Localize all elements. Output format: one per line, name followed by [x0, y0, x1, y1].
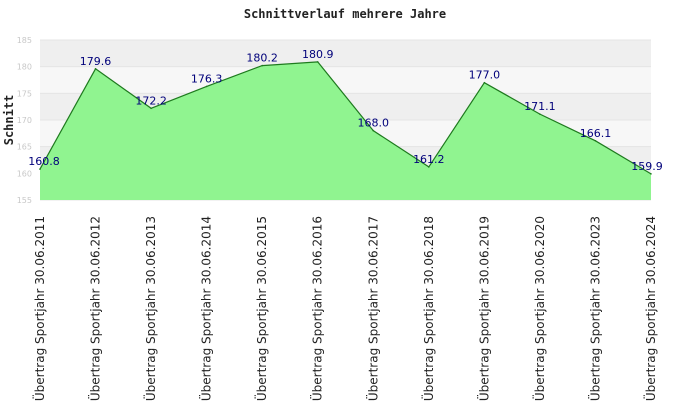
x-tick-label: Übertrag Sportjahr 30.06.2018: [420, 216, 436, 401]
grid-band: [40, 40, 651, 67]
data-label: 172.2: [135, 94, 167, 107]
data-point: [316, 61, 319, 63]
x-tick-label: Übertrag Sportjahr 30.06.2019: [475, 216, 491, 401]
data-label: 177.0: [469, 69, 501, 82]
area-series: [39, 61, 652, 200]
y-tick-label: 160: [17, 169, 32, 178]
data-label: 176.3: [191, 72, 223, 85]
x-tick-label: Übertrag Sportjahr 30.06.2015: [253, 216, 269, 401]
data-label: 168.0: [358, 117, 390, 130]
grid-band: [40, 66, 651, 94]
x-tick-label: Übertrag Sportjahr 30.06.2016: [309, 216, 325, 401]
data-label: 171.1: [524, 100, 556, 113]
data-point: [539, 113, 541, 115]
y-axis-label: Schnitt: [2, 95, 16, 146]
data-label: 180.2: [246, 52, 278, 65]
chart-title: Schnittverlauf mehrere Jahre: [244, 7, 446, 21]
x-tick-label: Übertrag Sportjahr 30.06.2012: [87, 216, 103, 401]
data-labels: 160.8 179.6 172.2 176.3 180.2 180.9 168.0 161.2…: [28, 48, 663, 173]
data-label: 179.6: [80, 55, 112, 68]
data-label: 166.1: [580, 127, 612, 140]
x-tick-label: Übertrag Sportjahr 30.06.2011: [31, 216, 47, 401]
data-point: [372, 129, 375, 132]
data-point: [94, 68, 97, 70]
y-tick-label: 175: [17, 89, 32, 98]
y-tick-label: 180: [17, 63, 32, 72]
data-label: 160.8: [28, 155, 60, 168]
y-tick-label: 165: [17, 143, 32, 152]
data-label: 180.9: [302, 48, 334, 61]
y-tick-label: 155: [17, 196, 32, 205]
data-point: [428, 166, 430, 168]
data-point: [205, 85, 208, 88]
data-point: [650, 173, 652, 175]
data-point: [150, 107, 152, 110]
data-label: 159.9: [631, 160, 663, 173]
data-point: [261, 64, 263, 67]
x-tick-label: Übertrag Sportjahr 30.06.2023: [586, 216, 602, 401]
data-label: 161.2: [413, 153, 445, 166]
data-point: [483, 81, 486, 84]
x-tick-label: Übertrag Sportjahr 30.06.2020: [531, 216, 547, 401]
x-tick-label: Übertrag Sportjahr 30.06.2013: [142, 216, 158, 401]
data-point: [39, 168, 41, 170]
x-tick-label: Übertrag Sportjahr 30.06.2014: [198, 216, 214, 401]
y-tick-label: 185: [17, 36, 32, 45]
y-axis-ticks: 155 160 165 170 175 180 185: [17, 36, 32, 205]
area-fill: [40, 61, 651, 200]
series-line: [39, 61, 652, 175]
data-point: [594, 140, 597, 142]
x-tick-label: Übertrag Sportjahr 30.06.2017: [364, 216, 380, 401]
y-tick-label: 170: [17, 116, 32, 125]
x-axis-ticks: Übertrag Sportjahr 30.06.2011 Übertrag Sp…: [31, 216, 658, 401]
x-tick-label: Übertrag Sportjahr 30.06.2024: [642, 216, 658, 401]
